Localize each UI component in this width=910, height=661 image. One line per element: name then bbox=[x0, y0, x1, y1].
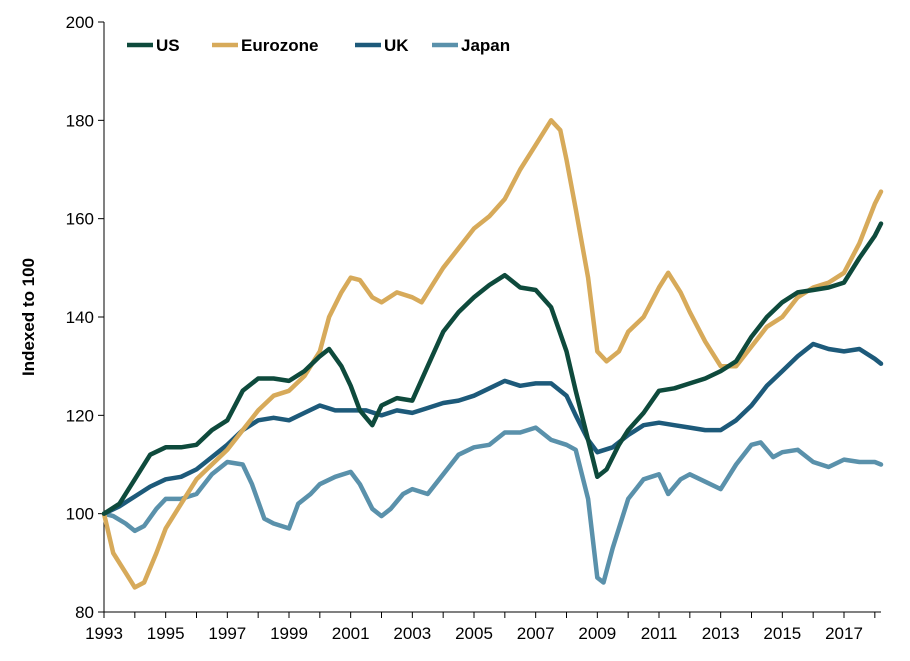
series-line-us bbox=[101, 221, 884, 516]
x-tick-label: 1999 bbox=[270, 624, 308, 643]
y-tick-label: 180 bbox=[66, 111, 94, 130]
x-tick-label: 1997 bbox=[208, 624, 246, 643]
x-tick-label: 1993 bbox=[85, 624, 123, 643]
y-axis-title: Indexed to 100 bbox=[19, 258, 38, 376]
series-line-eurozone bbox=[101, 118, 884, 590]
x-tick-label: 2011 bbox=[641, 624, 678, 643]
y-tick-label: 120 bbox=[66, 406, 94, 425]
y-tick-label: 100 bbox=[66, 505, 94, 524]
y-tick-label: 200 bbox=[66, 13, 94, 32]
x-ticks: 1993 1995 1997 1999 2001 2003 2005 2007 2009 2011… bbox=[85, 612, 876, 643]
x-tick-label: 2013 bbox=[702, 624, 740, 643]
x-tick-label: 1995 bbox=[147, 624, 185, 643]
y-tick-label: 80 bbox=[75, 603, 94, 622]
y-tick-label: 140 bbox=[66, 308, 94, 327]
x-tick-label: 2009 bbox=[578, 624, 616, 643]
series-line-japan bbox=[101, 425, 884, 585]
x-tick-label: 2007 bbox=[517, 624, 555, 643]
x-tick-label: 2001 bbox=[332, 624, 370, 643]
x-tick-label: 2003 bbox=[393, 624, 431, 643]
x-tick-label: 2017 bbox=[825, 624, 863, 643]
legend-label-us: US bbox=[156, 36, 180, 55]
legend-label-japan: Japan bbox=[461, 36, 510, 55]
series-line-uk bbox=[101, 341, 884, 516]
x-tick-label: 2015 bbox=[763, 624, 801, 643]
y-ticks: 80 100 120 140 160 180 200 bbox=[66, 13, 104, 622]
series-lines bbox=[101, 118, 884, 590]
legend: US Eurozone UK Japan bbox=[127, 36, 510, 55]
legend-label-uk: UK bbox=[384, 36, 409, 55]
legend-label-eurozone: Eurozone bbox=[241, 36, 318, 55]
y-tick-label: 160 bbox=[66, 210, 94, 229]
x-tick-label: 2005 bbox=[455, 624, 493, 643]
